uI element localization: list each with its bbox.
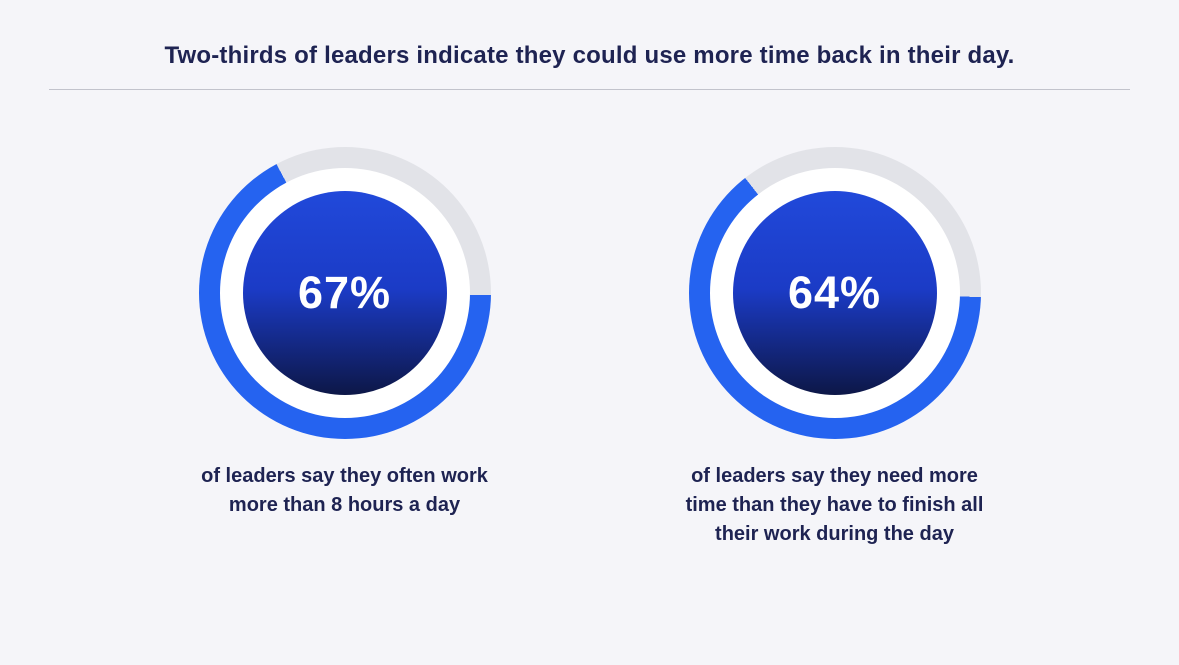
donut-inner-circle: 67% [242,191,447,395]
stat-caption: of leaders say they need more time than … [685,465,984,545]
donut-inner-circle: 64% [732,191,937,395]
stat-figure-need-time: 64% of leaders say they need more time t… [625,147,1045,549]
title-divider [49,89,1130,90]
page-title: Two-thirds of leaders indicate they coul… [164,42,1015,69]
percent-value: 67% [297,267,392,318]
stat-figure-work-hours: 67% of leaders say they often work more … [135,147,555,549]
stats-row: 67% of leaders say they often work more … [0,147,1179,549]
donut-chart-work-hours: 67% [198,147,491,439]
percent-value: 64% [787,267,882,318]
stat-caption: of leaders say they often work more than… [201,465,488,516]
header: Two-thirds of leaders indicate they coul… [0,0,1179,90]
donut-chart-need-time: 64% [688,147,981,439]
